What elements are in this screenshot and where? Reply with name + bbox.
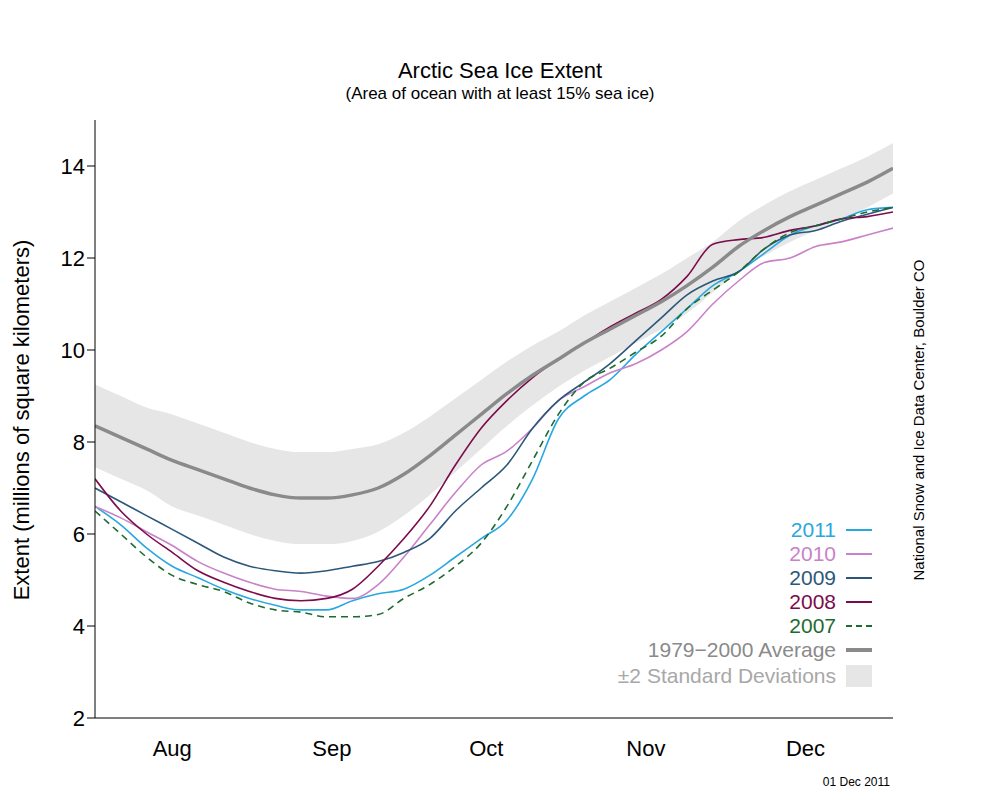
svg-text:10: 10 bbox=[61, 338, 85, 363]
svg-text:12: 12 bbox=[61, 246, 85, 271]
html-text:Extent (millions of square kil: Extent (millions of square kilometers) bbox=[9, 239, 34, 601]
svg-text:Nov: Nov bbox=[626, 736, 665, 761]
svg-text:8: 8 bbox=[73, 430, 85, 455]
html-text:2011: 2011 bbox=[790, 518, 836, 541]
html-text:2007: 2007 bbox=[789, 614, 836, 637]
html-text:2010: 2010 bbox=[789, 542, 836, 565]
svg-text:Oct: Oct bbox=[469, 736, 503, 761]
html-text:National Snow and Ice Data Cen: National Snow and Ice Data Center, Bould… bbox=[909, 259, 927, 581]
svg-text:4: 4 bbox=[73, 614, 85, 639]
html-text:01 Dec 2011: 01 Dec 2011 bbox=[822, 775, 890, 789]
html-text:2008: 2008 bbox=[789, 590, 836, 613]
svg-text:Aug: Aug bbox=[153, 736, 192, 761]
svg-text:2: 2 bbox=[73, 706, 85, 731]
svg-text:14: 14 bbox=[61, 154, 85, 179]
svg-text:Sep: Sep bbox=[312, 736, 351, 761]
html-text:2009: 2009 bbox=[789, 566, 836, 589]
svg-text:Dec: Dec bbox=[786, 736, 825, 761]
html-text:±2 Standard Deviations: ±2 Standard Deviations bbox=[617, 664, 836, 687]
html-text:Arctic Sea Ice Extent: Arctic Sea Ice Extent bbox=[397, 58, 603, 83]
html-text:1979−2000 Average: 1979−2000 Average bbox=[647, 638, 836, 661]
svg-text:6: 6 bbox=[73, 522, 85, 547]
html-text:(Area of ocean with at least 1: (Area of ocean with at least 15% sea ice… bbox=[345, 84, 655, 103]
